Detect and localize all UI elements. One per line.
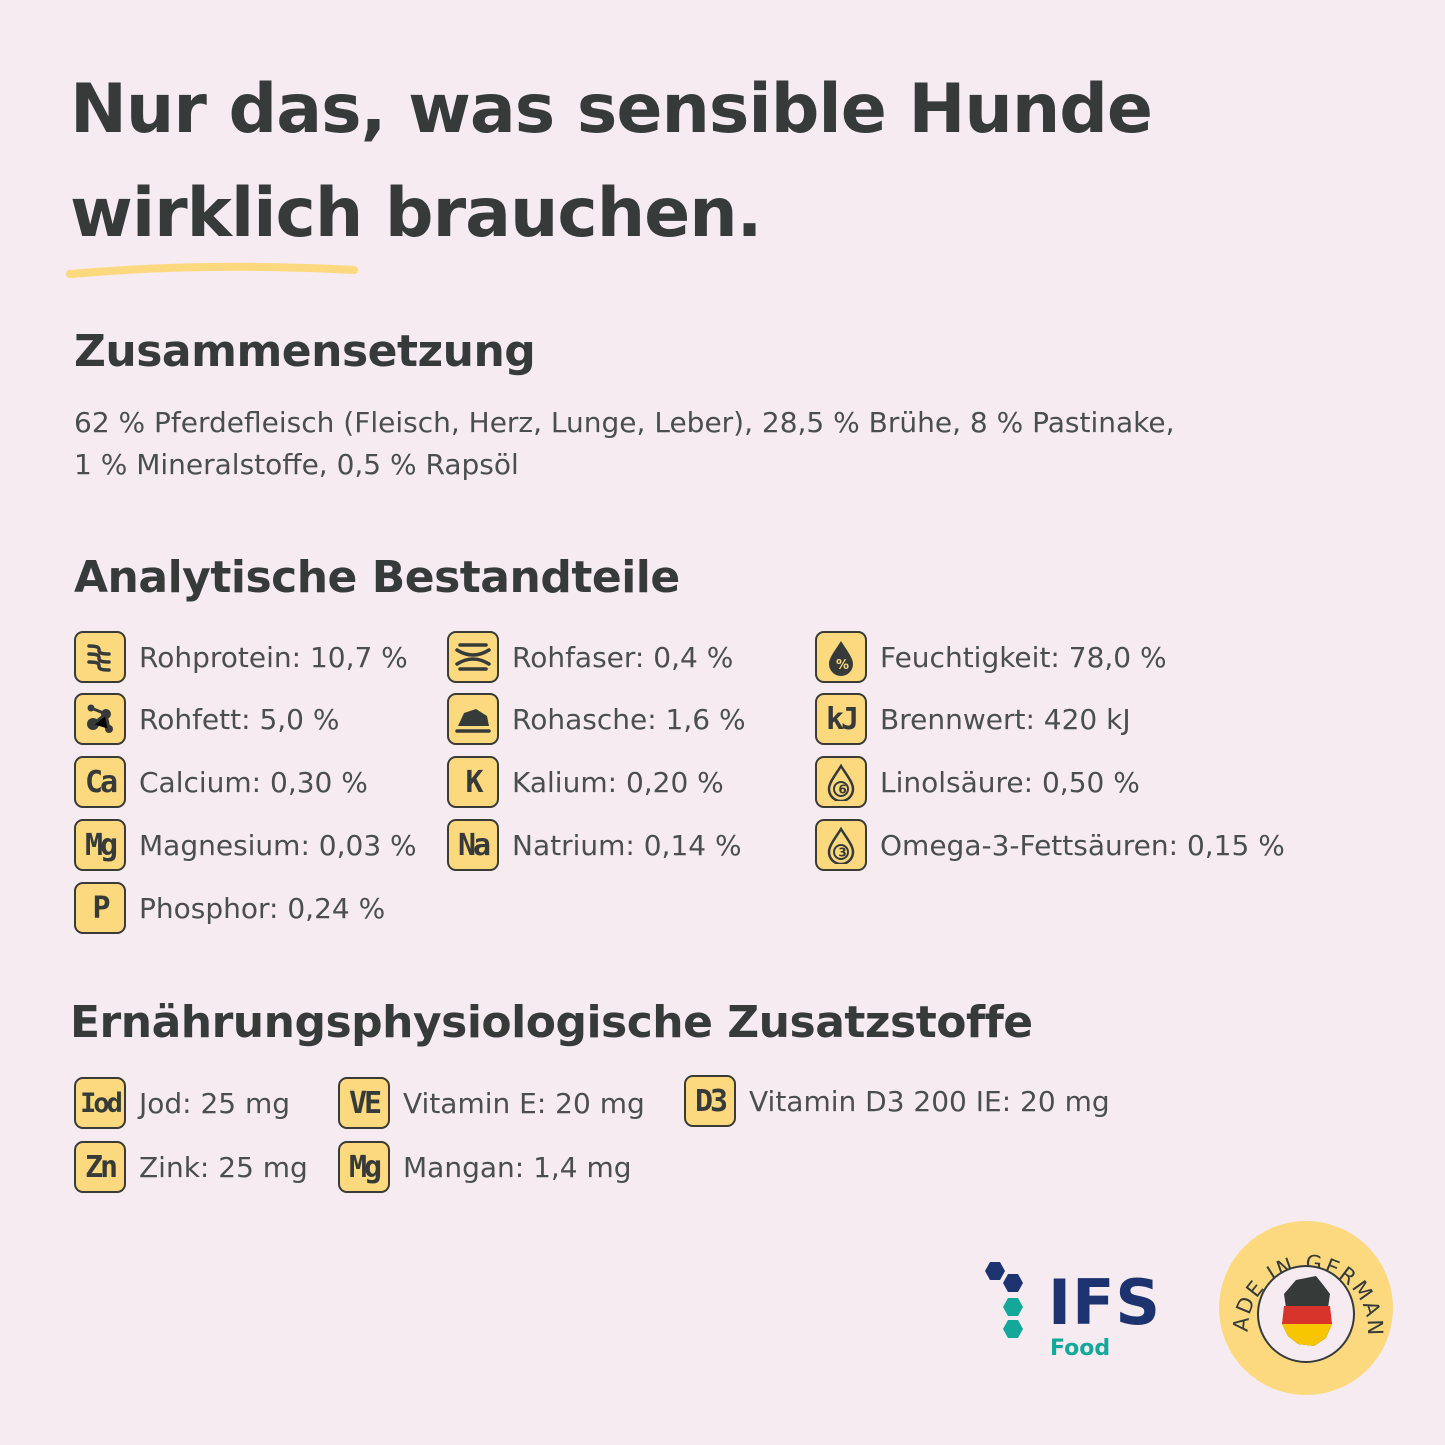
analytic-item-omega3: 3 Omega-3-Fettsäuren: 0,15 %: [815, 818, 1285, 872]
analytic-label: Rohprotein: 10,7 %: [139, 640, 408, 674]
potassium-icon: K: [447, 756, 499, 808]
germany-map-icon: [1282, 1276, 1332, 1346]
analytic-label: Calcium: 0,30 %: [139, 765, 368, 799]
analytic-label: Omega-3-Fettsäuren: 0,15 %: [880, 828, 1285, 862]
headline-line-2: wirklich brauchen.: [66, 162, 1152, 278]
fiber-icon: [447, 631, 499, 683]
analytic-label: Natrium: 0,14 %: [512, 828, 742, 862]
analytic-item-phosphorus: P Phosphor: 0,24 %: [74, 881, 385, 935]
headline-line-1: Nur das, was sensible Hunde: [70, 70, 1153, 149]
protein-helix-icon: [74, 631, 126, 683]
composition-line-1: 62 % Pferdefleisch (Fleisch, Herz, Lunge…: [74, 406, 1175, 439]
headline-highlight-word: wirklich: [70, 174, 363, 253]
calcium-icon: Ca: [74, 756, 126, 808]
headline: Nur das, was sensible Hunde wirklich bra…: [66, 58, 1153, 278]
additives-title: Ernährungsphysiologische Zusatzstoffe: [70, 997, 1033, 1048]
sodium-icon: Na: [447, 819, 499, 871]
composition-line-2: 1 % Mineralstoffe, 0,5 % Rapsöl: [74, 448, 519, 481]
zinc-icon: Zn: [74, 1141, 126, 1193]
analytic-item-magnesium: Mg Magnesium: 0,03 %: [74, 818, 417, 872]
moisture-drop-icon: %: [815, 631, 867, 683]
vitamin-d3-icon: D3: [684, 1075, 736, 1127]
additive-item-vitamin-d3: D3 Vitamin D3 200 IE: 20 mg: [684, 1074, 1110, 1128]
composition-title: Zusammensetzung: [74, 326, 536, 377]
ifs-text: IFS: [1048, 1266, 1162, 1339]
additive-label: Jod: 25 mg: [139, 1086, 291, 1120]
omega-3-drop-icon: 3: [815, 819, 867, 871]
additive-item-manganese: Mg Mangan: 1,4 mg: [338, 1140, 632, 1194]
additive-label: Vitamin E: 20 mg: [403, 1086, 645, 1120]
manganese-icon: Mg: [338, 1141, 390, 1193]
additive-item-zinc: Zn Zink: 25 mg: [74, 1140, 308, 1194]
made-in-germany-seal: MADE IN GERMANY: [1218, 1220, 1393, 1395]
additive-label: Vitamin D3 200 IE: 20 mg: [749, 1084, 1110, 1118]
analytic-label: Magnesium: 0,03 %: [139, 828, 417, 862]
headline-line-2-rest: brauchen.: [362, 174, 763, 253]
analytic-label: Feuchtigkeit: 78,0 %: [880, 640, 1167, 674]
fat-molecule-icon: [74, 693, 126, 745]
analytic-label: Rohfett: 5,0 %: [139, 702, 340, 736]
analytic-label: Brennwert: 420 kJ: [880, 702, 1131, 736]
analytic-label: Rohfaser: 0,4 %: [512, 640, 734, 674]
analytic-item-ash: Rohasche: 1,6 %: [447, 692, 746, 746]
energy-icon: kJ: [815, 693, 867, 745]
analytic-item-fiber: Rohfaser: 0,4 %: [447, 630, 733, 684]
analytic-item-linoleic: 6 Linolsäure: 0,50 %: [815, 755, 1140, 809]
analytic-label: Kalium: 0,20 %: [512, 765, 724, 799]
analytic-item-sodium: Na Natrium: 0,14 %: [447, 818, 742, 872]
phosphorus-icon: P: [74, 882, 126, 934]
additive-label: Zink: 25 mg: [139, 1150, 308, 1184]
analytic-label: Phosphor: 0,24 %: [139, 891, 386, 925]
analytic-item-energy: kJ Brennwert: 420 kJ: [815, 692, 1131, 746]
additive-item-iodine: Iod Jod: 25 mg: [74, 1076, 290, 1130]
analytic-title: Analytische Bestandteile: [74, 552, 680, 603]
ifs-food-text: Food: [1050, 1336, 1111, 1361]
ifs-food-logo: IFS Food: [980, 1260, 1160, 1370]
analytic-item-potassium: K Kalium: 0,20 %: [447, 755, 724, 809]
vitamin-e-icon: VE: [338, 1077, 390, 1129]
analytic-label: Linolsäure: 0,50 %: [880, 765, 1140, 799]
highlight-underline: [66, 262, 358, 278]
additive-label: Mangan: 1,4 mg: [403, 1150, 632, 1184]
analytic-item-moisture: % Feuchtigkeit: 78,0 %: [815, 630, 1167, 684]
analytic-item-calcium: Ca Calcium: 0,30 %: [74, 755, 368, 809]
additive-item-vitamin-e: VE Vitamin E: 20 mg: [338, 1076, 645, 1130]
ifs-hexagons-icon: [985, 1262, 1023, 1338]
composition-text: 62 % Pferdefleisch (Fleisch, Herz, Lunge…: [74, 402, 1175, 486]
omega-6-drop-icon: 6: [815, 756, 867, 808]
analytic-item-fat: Rohfett: 5,0 %: [74, 692, 339, 746]
magnesium-icon: Mg: [74, 819, 126, 871]
analytic-item-protein: Rohprotein: 10,7 %: [74, 630, 408, 684]
ash-rock-icon: [447, 693, 499, 745]
iodine-icon: Iod: [74, 1077, 126, 1129]
headline-highlight: wirklich: [66, 162, 363, 278]
analytic-label: Rohasche: 1,6 %: [512, 702, 746, 736]
